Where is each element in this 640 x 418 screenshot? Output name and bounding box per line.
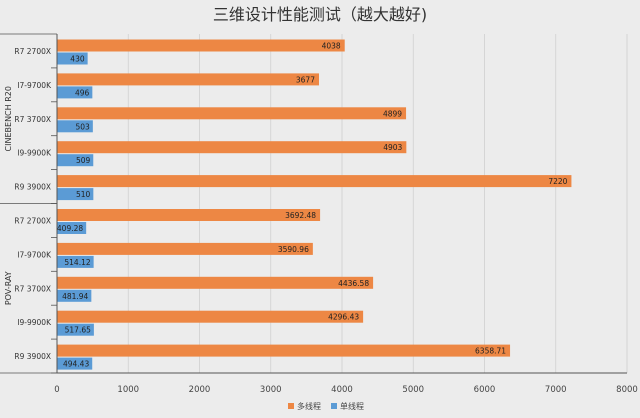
- bar-multi: [57, 39, 345, 52]
- bar-multi: [57, 175, 572, 188]
- data-label-multi: 6358.71: [475, 347, 506, 356]
- x-tick-label: 2000: [189, 385, 211, 395]
- data-label-multi: 4903: [383, 143, 402, 152]
- bar-single: [57, 86, 93, 99]
- grid-layer: [127, 34, 628, 373]
- bar-multi: [57, 276, 374, 289]
- data-label-multi: 4899: [383, 109, 402, 118]
- data-label-single: 509: [76, 156, 91, 165]
- bar-single: [57, 255, 94, 268]
- category-label: I9-9900K: [17, 149, 52, 158]
- category-label: I9-9900K: [17, 318, 52, 327]
- bar-multi: [57, 73, 319, 86]
- bar-multi: [57, 310, 364, 323]
- bar-single: [57, 289, 92, 302]
- data-label-single: 517.65: [65, 326, 91, 335]
- group-label: POV-RAY: [4, 271, 13, 305]
- x-tick-label: 4000: [331, 385, 353, 395]
- data-label-single: 409.28: [57, 224, 83, 233]
- legend-label-single: 单线程: [340, 401, 364, 411]
- x-tick-label: 8000: [616, 385, 638, 395]
- bar-multi: [57, 141, 407, 154]
- axis-layer: 0 1000 2000 3000 4000 5000 6000 7000 8000 R7 2700…: [0, 33, 638, 395]
- category-label: I7-9700K: [17, 81, 52, 90]
- bar-multi: [57, 344, 511, 357]
- category-label: R7 2700X: [14, 216, 51, 225]
- category-label: I7-9700K: [17, 250, 52, 259]
- data-label-multi: 7220: [548, 177, 567, 186]
- data-label-single: 496: [75, 88, 90, 97]
- x-tick-label: 3000: [260, 385, 282, 395]
- bar-single: [57, 222, 87, 234]
- bar-single: [57, 357, 93, 370]
- bar-multi: [57, 107, 407, 120]
- data-label-single: 510: [76, 190, 91, 199]
- x-tick-label: 1000: [117, 385, 139, 395]
- bar-single: [57, 323, 94, 336]
- x-tick-label: 6000: [474, 385, 496, 395]
- data-label-multi: 4296.43: [328, 313, 359, 322]
- x-tick-label: 0: [54, 385, 59, 395]
- data-label-single: 494.43: [63, 360, 89, 369]
- bars-layer: 4038 430 3677 496 4899 503 4903 509 7220 510 3692.…: [57, 39, 572, 370]
- legend[interactable]: 多线程 单线程: [288, 401, 364, 411]
- bar-multi: [57, 209, 321, 221]
- x-tick-label: 5000: [402, 385, 424, 395]
- category-label: R7 3700X: [14, 284, 51, 293]
- bar-single: [57, 154, 94, 167]
- group-label: CINEBENCH R20: [4, 86, 13, 151]
- data-label-multi: 4038: [322, 42, 341, 51]
- data-label-single: 481.94: [62, 292, 88, 301]
- legend-swatch-multi: [288, 403, 294, 409]
- legend-swatch-single: [331, 403, 337, 409]
- legend-label-multi: 多线程: [297, 401, 321, 411]
- data-label-multi: 4436.58: [338, 279, 369, 288]
- category-label: R7 2700X: [14, 47, 51, 56]
- data-label-single: 514.12: [64, 258, 90, 267]
- data-label-single: 503: [76, 122, 91, 131]
- data-label-single: 430: [70, 55, 85, 64]
- category-label: R7 3700X: [14, 115, 51, 124]
- data-label-multi: 3692.48: [285, 211, 316, 220]
- data-label-multi: 3590.96: [278, 245, 309, 254]
- x-tick-label: 7000: [545, 385, 567, 395]
- chart-title: 三维设计性能测试（越大越好): [213, 5, 427, 24]
- bar-single: [57, 52, 88, 65]
- data-label-multi: 3677: [296, 75, 315, 84]
- bar-multi: [57, 242, 313, 255]
- bar-single: [57, 188, 94, 201]
- category-label: R9 3900X: [14, 352, 51, 361]
- bar-single: [57, 120, 93, 133]
- category-label: R9 3900X: [14, 183, 51, 192]
